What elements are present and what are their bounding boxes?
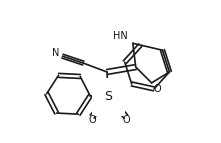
Text: O: O [154, 84, 161, 94]
Text: HN: HN [112, 31, 127, 41]
Text: O: O [88, 115, 96, 125]
Text: S: S [104, 90, 112, 103]
Text: N: N [52, 48, 59, 58]
Text: O: O [122, 115, 130, 125]
